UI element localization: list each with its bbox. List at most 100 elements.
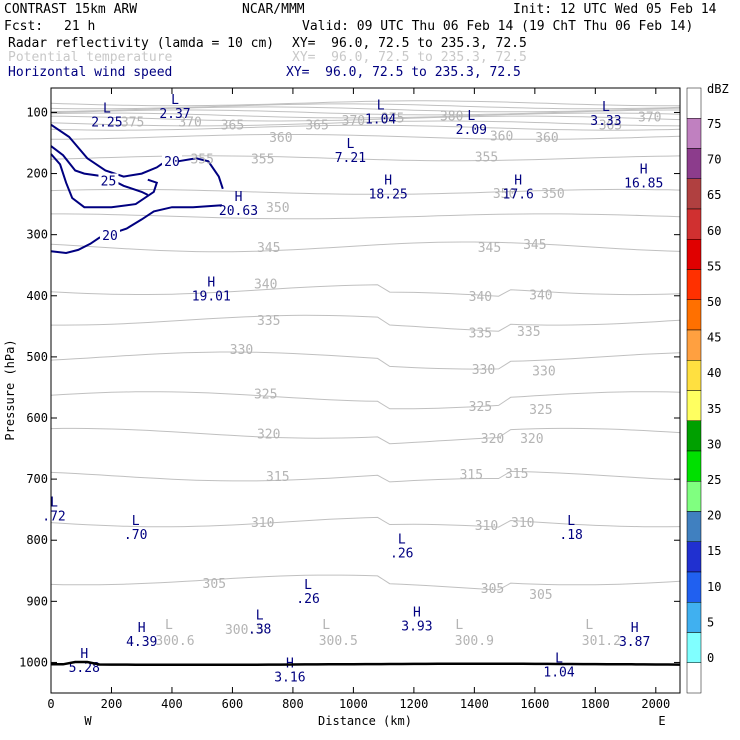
y-tick-label: 800 (26, 533, 48, 547)
theta-label: 360 (535, 131, 558, 146)
y-tick-label: 100 (26, 105, 48, 119)
extremum-symbol: L (467, 109, 475, 124)
colorbar-swatch (686, 239, 702, 270)
theta-label: 301.2 (582, 634, 621, 649)
theta-label: 330 (532, 364, 555, 379)
theta-label: 315 (266, 470, 289, 485)
theta-contour (50, 284, 681, 297)
extremum-value: 3.33 (590, 114, 621, 129)
theta-label: 320 (520, 432, 543, 447)
theta-label: 330 (230, 343, 253, 358)
theta-label: 375 (121, 116, 144, 131)
wind-contour (177, 157, 224, 190)
theta-contour (51, 213, 681, 220)
center-label: NCAR/MMM (242, 2, 305, 17)
colorbar-level: 35 (707, 402, 721, 416)
extremum-value: .70 (124, 528, 147, 543)
theta-label: 305 (529, 588, 552, 603)
theta-label: 335 (257, 314, 280, 329)
extremum-value: 2.09 (456, 123, 487, 138)
extremum-symbol: L (377, 98, 385, 113)
field-2-xy: XY= 96.0, 72.5 to 235.3, 72.5 (292, 50, 527, 65)
extremum-symbol: H (514, 174, 522, 189)
extremum-symbol: H (235, 190, 243, 205)
extremum-value: 3.93 (401, 620, 432, 635)
extremum-value: 2.37 (159, 107, 190, 122)
theta-contour (50, 470, 681, 483)
field-3-xy: XY= 96.0, 72.5 to 235.3, 72.5 (286, 65, 521, 80)
colorbar-level: 70 (707, 153, 721, 167)
east-label: E (658, 714, 665, 728)
colorbar-unit: dBZ (707, 82, 729, 96)
x-tick-label: 400 (161, 697, 183, 711)
axes: 0 200 400 600 800 1000 1200 1400 1600 1800 2000 100… (19, 88, 680, 711)
theta-label: 300.5 (319, 634, 358, 649)
valid-time: Valid: 09 UTC Thu 06 Feb 14 (19 ChT Thu … (302, 19, 694, 34)
theta-contour-lines (50, 100, 681, 591)
extremum-value: 17.6 (503, 188, 534, 203)
west-label: W (84, 714, 92, 728)
theta-label: 370 (638, 111, 661, 126)
theta-contour (50, 241, 681, 253)
theta-label: 350 (493, 187, 516, 202)
colorbar-swatch (686, 118, 702, 149)
colorbar-swatch (686, 602, 702, 633)
field-2-name: Potential temperature (8, 50, 173, 65)
theta-contour (50, 115, 681, 122)
y-tick-label: 700 (26, 472, 48, 486)
theta-contour (51, 314, 681, 332)
theta-label: 345 (257, 241, 280, 256)
wind-contour (50, 153, 159, 209)
theta-label: 340 (469, 290, 492, 305)
colorbar-level: 0 (707, 651, 714, 665)
theta-label: L (585, 618, 593, 633)
colorbar-level: 50 (707, 295, 721, 309)
extremum-value: 3.87 (619, 635, 650, 650)
extremum-value: 19.01 (192, 290, 231, 305)
extremum-symbol: L (50, 496, 58, 511)
colorbar-level: 10 (707, 580, 721, 594)
theta-label: L (455, 618, 463, 633)
colorbar-level: 75 (707, 117, 721, 131)
x-tick-label: 2000 (641, 697, 670, 711)
y-tick-label: 300 (26, 228, 48, 242)
extremum-value: 4.39 (126, 635, 157, 650)
theta-label: 305 (481, 582, 504, 597)
extremum-symbol: L (398, 532, 406, 547)
theta-label: 345 (523, 238, 546, 253)
wind-contour-label: 25 (101, 175, 117, 190)
extremum-value: .18 (559, 528, 582, 543)
extremum-value: .38 (248, 623, 271, 638)
extremum-symbol: L (103, 101, 111, 116)
y-tick-label: 500 (26, 350, 48, 364)
extremum-value: 2.25 (91, 115, 122, 130)
theta-label: 365 (221, 119, 244, 134)
theta-contour (50, 391, 681, 410)
theta-label: 375 (381, 111, 404, 126)
theta-label: 300.9 (455, 634, 494, 649)
wind-contour (50, 123, 164, 178)
extremum-value: 5.28 (69, 661, 100, 676)
model-title: CONTRAST 15km ARW (4, 2, 138, 17)
wind-contour-label: 20 (102, 229, 118, 244)
colorbar-swatch (686, 571, 702, 603)
theta-contour (50, 120, 681, 127)
theta-contour (50, 124, 681, 131)
theta-contour (50, 516, 681, 528)
theta-contour (50, 134, 681, 140)
theta-label: 335 (517, 325, 540, 340)
y-tick-label: 1000 (19, 655, 48, 669)
theta-contour (50, 106, 681, 113)
field-1-xy: XY= 96.0, 72.5 to 235.3, 72.5 (292, 36, 527, 51)
colorbar-swatch (686, 541, 702, 573)
theta-contour (50, 427, 681, 445)
extremum-value: 18.25 (369, 188, 408, 203)
theta-label: 325 (529, 403, 552, 418)
colorbar-swatch (686, 450, 702, 482)
theta-label: 305 (203, 577, 226, 592)
colorbar-level: 45 (707, 331, 721, 345)
extremum-symbol: H (640, 163, 648, 178)
colorbar-swatch (686, 511, 702, 542)
